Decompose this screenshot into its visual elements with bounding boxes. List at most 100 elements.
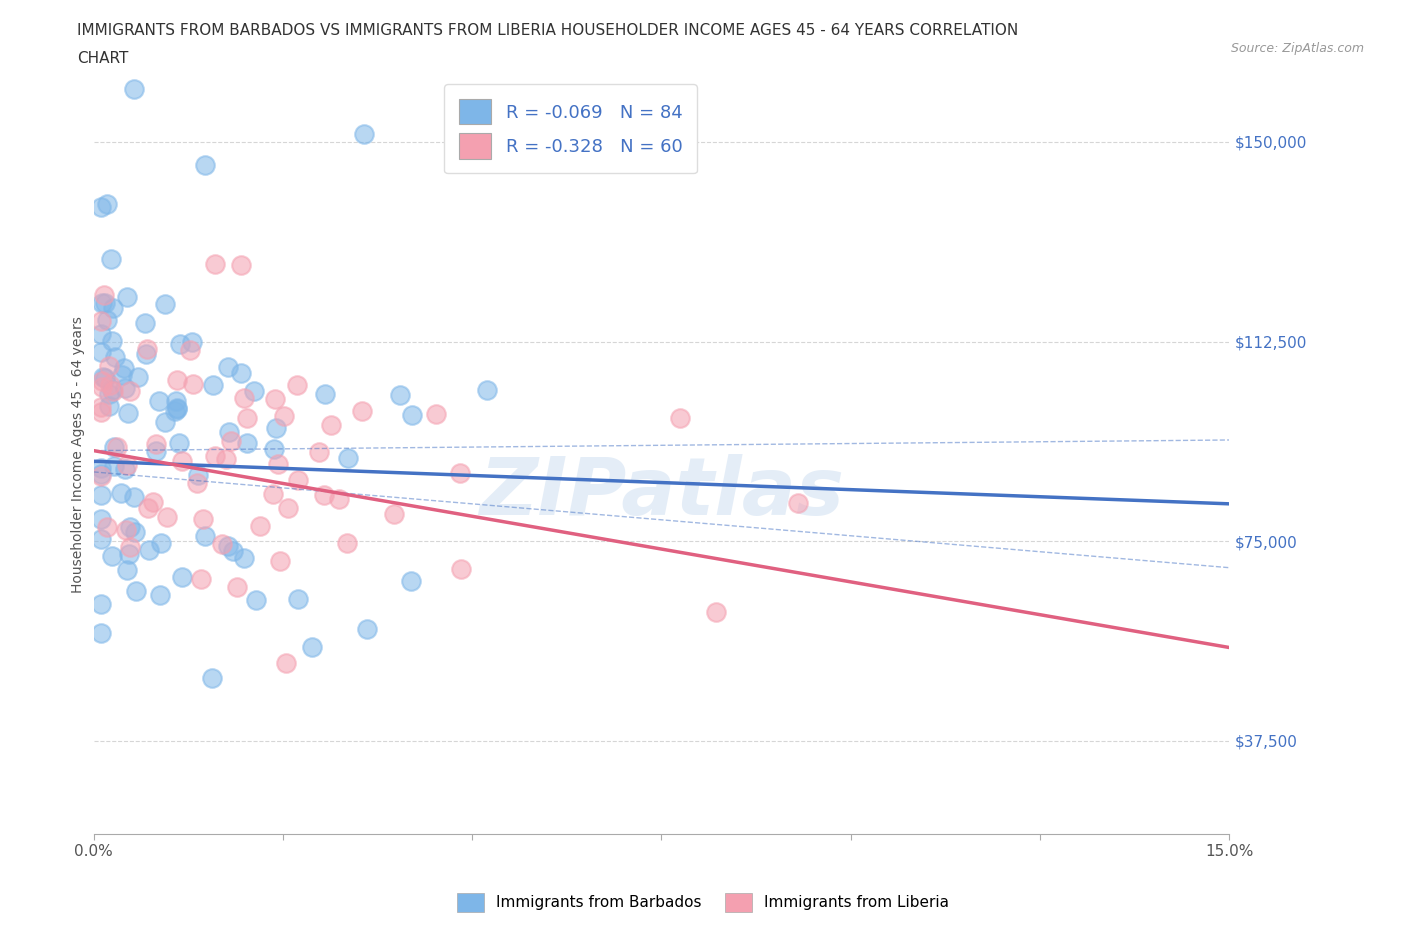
Point (204, 257, 226, 272)
Point (202, 378, 225, 392)
Point (122, 81, 145, 96)
Point (277, 500, 299, 515)
Point (91, 379, 114, 394)
Point (104, 350, 127, 365)
Point (91, 369, 114, 384)
Point (90, 460, 112, 475)
Point (262, 486, 284, 501)
Point (148, 393, 170, 408)
Point (91, 374, 114, 389)
Point (125, 584, 148, 599)
Point (232, 551, 254, 565)
Point (101, 382, 124, 397)
Point (319, 418, 342, 432)
Point (218, 425, 240, 440)
Point (111, 368, 134, 383)
Point (172, 570, 194, 585)
Point (98, 387, 121, 402)
Point (353, 127, 375, 142)
Point (266, 421, 288, 436)
Point (124, 525, 146, 539)
Point (356, 622, 378, 637)
Legend: R = -0.069   N = 84, R = -0.328   N = 60: R = -0.069 N = 84, R = -0.328 N = 60 (444, 85, 697, 174)
Point (136, 500, 159, 515)
Point (301, 639, 323, 654)
Point (399, 574, 422, 589)
Point (229, 258, 252, 272)
Point (167, 436, 190, 451)
Point (110, 485, 132, 500)
Point (90, 532, 112, 547)
Point (401, 408, 423, 423)
Point (243, 383, 266, 398)
Point (100, 251, 122, 266)
Point (115, 563, 138, 578)
Point (425, 407, 447, 422)
Point (328, 492, 350, 507)
Point (90, 400, 112, 415)
Point (90, 200, 112, 215)
Text: ZIPatlas: ZIPatlas (479, 454, 844, 532)
Point (90, 314, 112, 329)
Point (90, 469, 112, 484)
Point (94, 296, 117, 311)
Legend: Immigrants from Barbados, Immigrants from Liberia: Immigrants from Barbados, Immigrants fro… (450, 887, 956, 918)
Point (103, 439, 125, 454)
Point (101, 384, 124, 399)
Point (166, 372, 188, 387)
Point (269, 554, 291, 569)
Point (100, 378, 122, 392)
Point (181, 376, 204, 391)
Point (96, 197, 118, 212)
Point (112, 361, 135, 376)
Point (181, 335, 204, 350)
Point (449, 466, 471, 481)
Y-axis label: Householder Income Ages 45 - 64 years: Householder Income Ages 45 - 64 years (72, 316, 86, 593)
Point (165, 393, 187, 408)
Point (191, 512, 214, 527)
Point (704, 604, 727, 619)
Point (91, 296, 114, 311)
Point (350, 404, 373, 418)
Point (233, 391, 256, 405)
Point (245, 592, 267, 607)
Point (101, 333, 124, 348)
Point (388, 388, 411, 403)
Point (153, 297, 176, 312)
Point (114, 380, 136, 395)
Point (98, 359, 121, 374)
Point (186, 475, 208, 490)
Point (336, 536, 359, 551)
Point (450, 562, 472, 577)
Text: CHART: CHART (77, 51, 129, 66)
Point (477, 382, 499, 397)
Point (263, 392, 285, 406)
Point (235, 410, 257, 425)
Point (103, 458, 125, 473)
Point (165, 404, 187, 418)
Point (215, 452, 238, 467)
Point (249, 519, 271, 534)
Point (312, 487, 335, 502)
Point (145, 437, 167, 452)
Point (120, 519, 142, 534)
Point (117, 405, 139, 420)
Point (204, 448, 226, 463)
Point (194, 528, 217, 543)
Point (337, 451, 360, 466)
Text: IMMIGRANTS FROM BARBADOS VS IMMIGRANTS FROM LIBERIA HOUSEHOLDER INCOME AGES 45 -: IMMIGRANTS FROM BARBADOS VS IMMIGRANTS F… (77, 23, 1018, 38)
Point (236, 436, 259, 451)
Point (90, 345, 112, 360)
Point (118, 540, 141, 555)
Point (90, 597, 112, 612)
Point (90, 626, 112, 641)
Point (166, 402, 188, 417)
Point (166, 401, 188, 416)
Text: Source: ZipAtlas.com: Source: ZipAtlas.com (1230, 42, 1364, 55)
Point (93, 287, 115, 302)
Point (187, 467, 209, 482)
Point (263, 441, 285, 456)
Point (142, 495, 165, 510)
Point (115, 458, 138, 472)
Point (226, 579, 249, 594)
